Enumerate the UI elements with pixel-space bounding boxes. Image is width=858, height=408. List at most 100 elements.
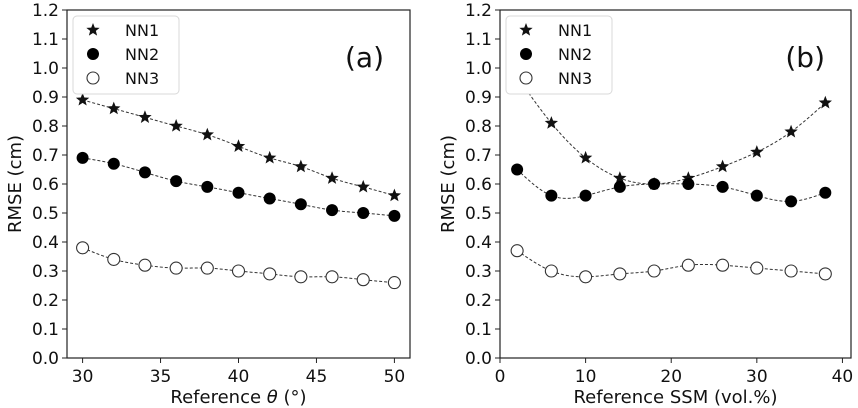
data-point [170,175,183,188]
data-point [579,270,593,284]
data-point [107,252,121,266]
data-point [76,151,89,164]
data-point [325,171,339,184]
y-tick-label: 0.0 [465,349,492,369]
data-point [715,159,730,173]
data-point [716,180,729,193]
panel-label: (a) [345,41,384,74]
chart-panel-a: 0.0 0.1 0.2 0.3 0.4 0.5 0.6 0.7 0.8 0.9 1.0 1.1 1.2 3… [5,1,411,408]
x-axis-label: Reference θ (°) [170,387,306,408]
data-point [76,241,90,255]
y-tick-label: 0.2 [32,291,59,311]
data-point [784,124,798,138]
data-point [75,92,90,106]
legend-marker [86,71,100,85]
y-tick-label: 0.6 [32,175,59,195]
legend-label: NN3 [125,69,159,88]
series-nn2 [76,151,401,222]
data-point [326,204,339,217]
data-point [388,209,401,222]
legend: NN1 NN2 NN3 [505,15,613,95]
data-point [682,178,695,190]
data-point [231,264,246,278]
y-tick-label: 1.0 [465,59,492,79]
x-axis-label-text: Reference [170,387,266,408]
y-tick-label: 1.2 [465,1,492,21]
data-point [294,198,307,211]
data-point [681,258,695,272]
x-axis-label-text: Reference SSM (vol.%) [573,387,777,408]
data-point [294,159,308,173]
panel-label: (b) [785,41,825,74]
series-nn2 [511,163,832,208]
data-point [231,139,246,152]
legend-label: NN3 [558,69,592,88]
y-axis-label: RMSE (cm) [5,135,26,233]
data-point [511,163,524,176]
data-point [263,267,277,281]
y-tick-label: 0.9 [32,88,59,108]
data-point [263,150,277,164]
data-point [357,207,370,219]
x-tick-label: 50 [384,367,406,387]
data-point [750,145,764,158]
legend-label: NN1 [558,21,592,40]
data-point [613,180,626,193]
data-point [613,267,627,281]
data-point [356,179,370,193]
series-nn1 [75,92,402,202]
y-tick-label: 1.1 [465,30,492,50]
data-point [510,244,524,258]
data-point [356,273,370,287]
x-tick-label: 45 [306,367,328,387]
y-tick-label: 0.1 [32,320,59,340]
x-tick-label: 10 [575,367,597,387]
y-tick-label: 0.5 [465,204,492,224]
data-point [169,119,183,132]
x-tick-label: 40 [228,367,250,387]
x-axis-label-symbol: θ [267,387,278,408]
x-axis-label-unit: (°) [278,387,307,408]
data-point [750,189,763,202]
y-tick-label: 0.7 [465,146,492,166]
trend-line [516,169,826,202]
data-point [544,116,559,129]
y-tick-label: 0.8 [465,117,492,137]
data-point [263,192,276,205]
y-tick-label: 0.2 [465,291,492,311]
y-tick-label: 1.1 [32,30,59,50]
legend-label: NN2 [125,45,159,64]
data-point [819,186,832,199]
series-nn3 [76,241,401,290]
y-tick-label: 0.1 [465,320,492,340]
y-tick-label: 1.2 [32,1,59,21]
x-axis-label: Reference SSM (vol.%) [573,387,777,408]
data-point [107,157,120,170]
x-tick-label: 30 [72,367,94,387]
data-point [294,270,308,284]
data-point [818,267,832,281]
data-point [201,180,214,193]
data-point [232,186,245,199]
data-point [138,110,152,123]
data-point [648,178,661,190]
data-point [579,189,592,202]
y-tick-label: 0.4 [465,233,492,253]
data-point [613,171,627,184]
data-point [544,264,558,278]
data-point [545,189,558,202]
data-point [785,195,798,208]
legend-marker [519,23,533,36]
y-tick-label: 0.7 [32,146,59,166]
data-point [107,101,121,115]
y-tick-label: 0.9 [465,88,492,108]
legend-label: NN1 [125,21,159,40]
data-point [200,261,214,275]
x-tick-label: 35 [150,367,172,387]
data-point [578,150,593,164]
chart-panel-b: 0.0 0.1 0.2 0.3 0.4 0.5 0.6 0.7 0.8 0.9 1.0 1.1 1.2 0… [438,1,853,408]
y-tick-label: 0.0 [32,349,59,369]
legend-marker [519,71,533,85]
y-tick-label: 0.3 [32,262,59,282]
